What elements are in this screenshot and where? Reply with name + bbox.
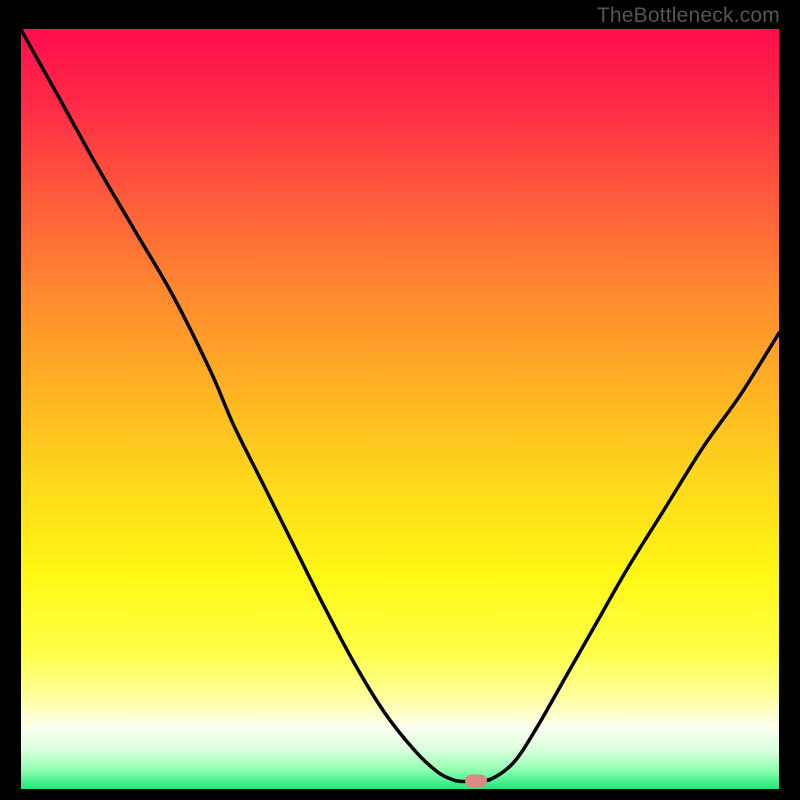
chart-frame: TheBottleneck.com	[0, 0, 800, 800]
bottleneck-curve	[21, 29, 779, 789]
watermark-text: TheBottleneck.com	[597, 4, 780, 28]
plot-area	[21, 29, 779, 789]
optimal-point-marker	[465, 775, 487, 788]
